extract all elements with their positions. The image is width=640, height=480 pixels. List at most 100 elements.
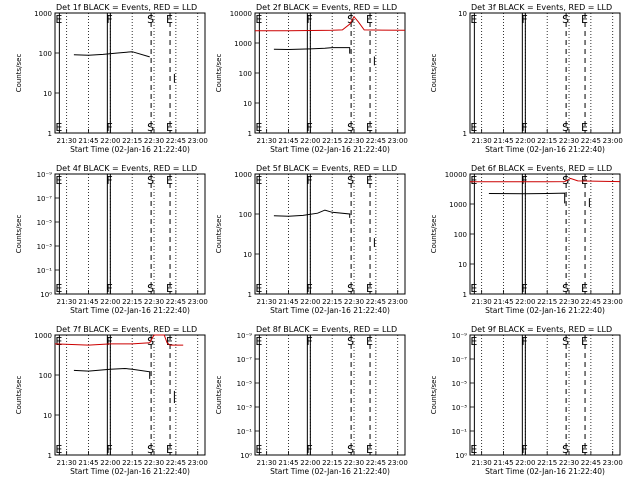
x-tick-label: 22:00 <box>300 298 320 306</box>
event-marker-label: S <box>347 121 354 134</box>
y-tick-label: 10 <box>243 100 252 108</box>
y-tick-label: 1000 <box>34 10 52 18</box>
panel-title: Det 3f BLACK = Events, RED = LLD <box>471 3 612 12</box>
event-marker-label: E <box>255 335 262 348</box>
x-tick-label: 21:30 <box>257 298 277 306</box>
y-tick-label: 10⁻⁵ <box>452 380 468 388</box>
event-marker-label: S <box>562 282 569 295</box>
x-tick-label: 22:30 <box>559 459 579 467</box>
x-tick-label: 22:45 <box>581 137 601 145</box>
x-tick-label: 21:30 <box>57 137 77 145</box>
event-marker-label: F <box>306 335 312 348</box>
event-marker-label: F <box>306 121 312 134</box>
event-marker-label: E <box>55 443 62 456</box>
y-axis-label: Counts/sec <box>430 54 438 93</box>
y-tick-label: 100 <box>39 50 52 58</box>
x-tick-label: 22:45 <box>581 459 601 467</box>
event-marker-label: F <box>306 443 312 456</box>
event-marker-label: F <box>106 443 112 456</box>
x-tick-label: 23:00 <box>388 459 408 467</box>
event-marker-label: S <box>562 335 569 348</box>
x-axis-label: Start Time (02-Jan-16 21:22:40) <box>485 145 605 154</box>
event-marker-label: E <box>55 174 62 187</box>
x-tick-label: 22:30 <box>144 298 164 306</box>
y-tick-label: 10000 <box>230 10 252 18</box>
event-marker-label: F <box>521 335 527 348</box>
event-marker-label: E <box>470 13 477 26</box>
y-axis-label: Counts/sec <box>215 215 223 254</box>
event-marker-label: E <box>581 282 588 295</box>
x-axis-label: Start Time (02-Jan-16 21:22:40) <box>70 306 190 315</box>
event-marker-label: E <box>581 174 588 187</box>
panel-5: Det 5f BLACK = Events, RED = LLD 21:30 21:… <box>215 164 408 315</box>
event-marker-label: E <box>470 335 477 348</box>
event-marker-label: E <box>581 335 588 348</box>
panel-2: Det 2f BLACK = Events, RED = LLD 21:30 21:… <box>215 3 408 154</box>
x-tick-label: 21:30 <box>472 137 492 145</box>
y-axis-label: Counts/sec <box>215 376 223 415</box>
event-marker-label: E <box>581 443 588 456</box>
event-rate-line <box>73 367 151 379</box>
event-marker-label: S <box>347 443 354 456</box>
x-tick-label: 22:30 <box>344 298 364 306</box>
y-tick-label: 1000 <box>34 332 52 340</box>
plot-frame <box>469 12 621 134</box>
event-marker-label: F <box>521 443 527 456</box>
x-axis-label: Start Time (02-Jan-16 21:22:40) <box>70 467 190 476</box>
x-tick-label: 22:15 <box>537 137 557 145</box>
x-tick-label: 23:00 <box>188 459 208 467</box>
event-marker-label: E <box>166 282 173 295</box>
x-tick-label: 22:30 <box>144 137 164 145</box>
y-axis-label: Counts/sec <box>215 54 223 93</box>
x-tick-label: 21:45 <box>493 137 513 145</box>
event-marker-label: S <box>147 121 154 134</box>
event-marker-label: E <box>166 174 173 187</box>
event-marker-label: S <box>147 443 154 456</box>
event-marker-label: E <box>255 282 262 295</box>
y-tick-label: 1 <box>463 130 467 138</box>
plot-frame <box>254 173 406 295</box>
x-tick-label: 21:45 <box>278 298 298 306</box>
y-tick-label: 10⁻⁹ <box>37 171 53 179</box>
plot-frame <box>54 334 206 456</box>
event-marker-label: E <box>366 282 373 295</box>
event-marker-label: E <box>581 121 588 134</box>
x-tick-label: 21:45 <box>493 459 513 467</box>
event-marker-label: S <box>347 174 354 187</box>
y-tick-label: 10⁻³ <box>237 404 253 412</box>
x-tick-label: 22:15 <box>122 137 142 145</box>
y-tick-label: 10⁻¹ <box>237 428 253 436</box>
x-tick-label: 23:00 <box>388 137 408 145</box>
x-tick-label: 22:30 <box>344 459 364 467</box>
event-marker-label: F <box>106 335 112 348</box>
y-axis-label: Counts/sec <box>15 376 23 415</box>
y-tick-label: 1 <box>48 452 52 460</box>
event-rate-line <box>488 192 566 204</box>
y-tick-label: 10⁻¹ <box>37 267 53 275</box>
event-marker-label: E <box>55 335 62 348</box>
y-tick-label: 100 <box>239 211 252 219</box>
x-tick-label: 22:00 <box>300 137 320 145</box>
panel-title: Det 5f BLACK = Events, RED = LLD <box>256 164 397 173</box>
y-tick-label: 10 <box>243 251 252 259</box>
y-axis-label: Counts/sec <box>15 215 23 254</box>
y-axis-label: Counts/sec <box>430 376 438 415</box>
y-tick-label: 10⁻³ <box>452 404 468 412</box>
event-rate-line <box>273 47 351 54</box>
event-marker-label: F <box>106 121 112 134</box>
x-tick-label: 22:00 <box>515 298 535 306</box>
event-marker-label: E <box>255 121 262 134</box>
y-tick-label: 10⁰ <box>40 291 52 299</box>
x-axis-label: Start Time (02-Jan-16 21:22:40) <box>485 306 605 315</box>
panel-title: Det 7f BLACK = Events, RED = LLD <box>56 325 197 334</box>
x-tick-label: 22:00 <box>100 298 120 306</box>
plot-frame <box>254 334 406 456</box>
event-marker-label: S <box>347 13 354 26</box>
event-marker-label: E <box>581 13 588 26</box>
event-marker-label: F <box>306 174 312 187</box>
event-marker-label: F <box>521 174 527 187</box>
x-tick-label: 21:45 <box>278 137 298 145</box>
event-marker-label: E <box>166 443 173 456</box>
x-tick-label: 23:00 <box>603 459 623 467</box>
event-marker-label: F <box>106 13 112 26</box>
